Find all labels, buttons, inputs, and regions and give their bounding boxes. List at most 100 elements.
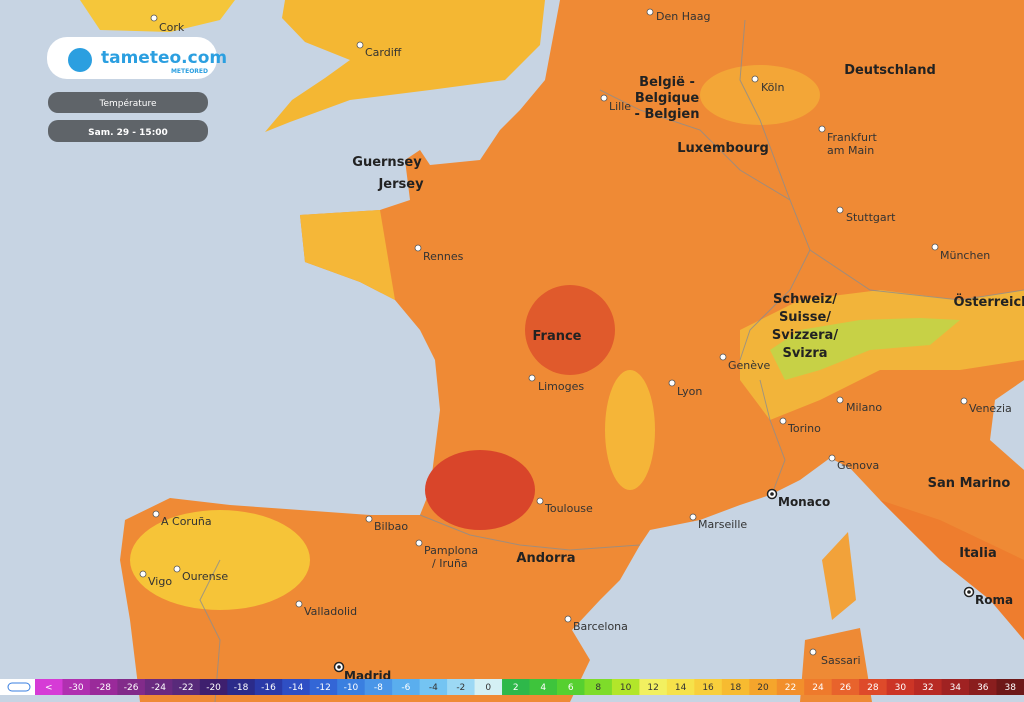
city-dot xyxy=(836,396,844,404)
city-label-line: Milano xyxy=(846,401,882,414)
legend-swatch xyxy=(969,679,998,695)
region-label-line: Schweiz/ xyxy=(773,292,837,307)
city-label: Frankfurt am Main xyxy=(827,131,877,157)
legend-label: 0 xyxy=(485,683,491,693)
land-britain xyxy=(265,0,545,132)
legend-swatch xyxy=(694,679,723,695)
legend-label: 26 xyxy=(840,683,852,693)
legend-swatch xyxy=(62,679,91,695)
region-label-line: Suisse/ xyxy=(779,310,831,325)
city-label-line: Köln xyxy=(761,81,784,94)
city-label: Genova xyxy=(837,459,879,472)
time-button[interactable] xyxy=(48,120,208,142)
region-label-line: Belgique xyxy=(635,91,700,106)
city-label: Venezia xyxy=(969,402,1012,415)
land-italy xyxy=(880,500,1024,640)
city-label-line: A Coruña xyxy=(161,515,212,528)
city-label-line: / Iruña xyxy=(432,557,468,570)
city-label: Rennes xyxy=(423,250,464,263)
region-label-line: France xyxy=(532,329,581,344)
city-label-line: Pamplona xyxy=(424,544,478,557)
legend-swatch xyxy=(529,679,558,695)
legend-swatch xyxy=(941,679,970,695)
legend-label: 16 xyxy=(702,683,714,693)
legend-swatch xyxy=(474,679,503,695)
legend-label: -20 xyxy=(206,683,221,693)
legend-swatch xyxy=(282,679,311,695)
city-label-line: Bilbao xyxy=(374,520,408,533)
region-label: France xyxy=(532,329,581,344)
city-dot xyxy=(415,539,423,547)
city-label-line: Toulouse xyxy=(544,502,593,515)
city-dot xyxy=(150,14,158,22)
hot-center xyxy=(525,285,615,375)
legend-label: 14 xyxy=(675,683,687,693)
legend-label: -6 xyxy=(401,683,410,693)
city-dot xyxy=(564,615,572,623)
legend-swatch xyxy=(309,679,338,695)
city-dot xyxy=(960,397,968,405)
city-dot xyxy=(828,454,836,462)
region-label-line: Jersey xyxy=(377,177,424,192)
region-label-line: Italia xyxy=(959,546,997,561)
legend-swatch xyxy=(666,679,695,695)
region-label-line: België - xyxy=(639,75,695,90)
city-dot xyxy=(818,125,826,133)
region-label: Schweiz/Suisse/Svizzera/Svizra xyxy=(772,292,838,361)
hot-southwest xyxy=(425,450,535,530)
city-label: Vigo xyxy=(148,575,172,588)
city-dot xyxy=(139,570,147,578)
legend-swatch xyxy=(392,679,421,695)
city-label: Den Haag xyxy=(656,10,710,23)
region-label-line: Österreich xyxy=(954,294,1024,310)
city-label: Pamplona / Iruña xyxy=(424,544,478,570)
city-dot xyxy=(689,513,697,521)
city-label: A Coruña xyxy=(161,515,212,528)
city-label-line: Cork xyxy=(159,21,185,34)
legend-label: -24 xyxy=(151,683,166,693)
border xyxy=(759,379,786,495)
city-label-line: Stuttgart xyxy=(846,211,896,224)
legend-swatch xyxy=(144,679,173,695)
legend-swatch xyxy=(254,679,283,695)
city-label: Stuttgart xyxy=(846,211,896,224)
city-label-line: Vigo xyxy=(148,575,172,588)
legend-swatch xyxy=(611,679,640,695)
city-label: Valladolid xyxy=(304,605,357,618)
land-ireland xyxy=(80,0,235,32)
legend-swatch xyxy=(117,679,146,695)
city-label: Lyon xyxy=(677,385,702,398)
legend-label: -12 xyxy=(316,683,331,693)
city-label: Torino xyxy=(787,422,821,435)
legend-swatch xyxy=(859,679,888,695)
legend-swatch xyxy=(996,679,1024,695)
region-label-line: Svizzera/ xyxy=(772,328,838,343)
city-label-line: Limoges xyxy=(538,380,584,393)
legend-label: -2 xyxy=(456,683,465,693)
legend-icon[interactable] xyxy=(7,682,31,692)
city-label: Cardiff xyxy=(365,46,402,59)
legend-label: 30 xyxy=(895,683,907,693)
region-label-line: Deutschland xyxy=(844,63,936,78)
logo-icon xyxy=(68,48,92,72)
border xyxy=(809,249,1024,301)
legend-label: 28 xyxy=(867,683,879,693)
region-label: Österreich xyxy=(954,294,1024,310)
city-label: Ourense xyxy=(182,570,228,583)
legend-swatch xyxy=(89,679,118,695)
city-label: Barcelona xyxy=(573,620,628,633)
city-dot xyxy=(356,41,364,49)
logo-box[interactable] xyxy=(47,37,217,79)
city-dot xyxy=(719,353,727,361)
legend-swatch xyxy=(419,679,448,695)
legend-label: 10 xyxy=(620,683,632,693)
region-label-line: San Marino xyxy=(928,476,1011,491)
city-label: Bilbao xyxy=(374,520,408,533)
border xyxy=(739,19,791,201)
legend-swatch xyxy=(556,679,585,695)
city-label-line: Monaco xyxy=(778,495,830,509)
legend-label: -10 xyxy=(344,683,359,693)
layer-button[interactable] xyxy=(48,92,208,113)
legend-label: -28 xyxy=(96,683,111,693)
